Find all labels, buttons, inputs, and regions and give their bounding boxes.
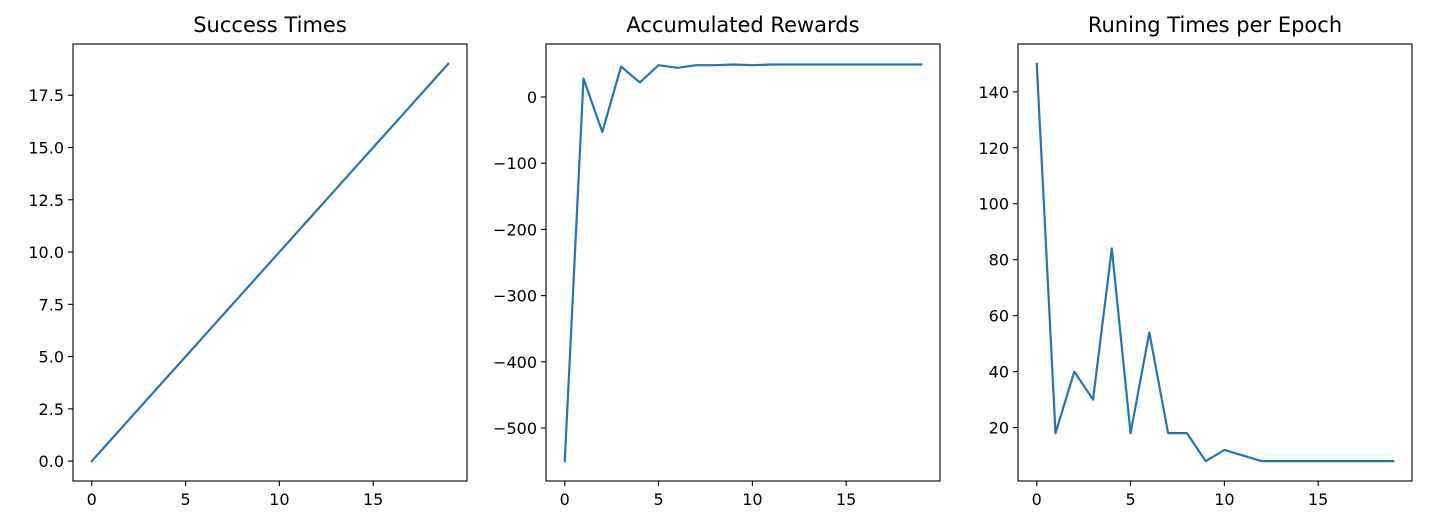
plot-frame [545,43,941,482]
y-tick-label: 17.5 [28,86,64,105]
y-tick-label: −100 [493,154,537,173]
x-tick-label: 15 [836,490,856,509]
x-tick-label: 5 [653,490,663,509]
y-tick-label: 0.0 [39,452,64,471]
chart-accumulated-rewards: Accumulated Rewards 0 5 10 15 0 −100 −200 −300 −… [493,13,941,509]
chart-success-times: Success Times 0 5 10 15 0.0 2.5 5.0 7.5 10.0 12.5… [28,13,468,509]
y-tick-label: 40 [989,363,1009,382]
chart-title: Success Times [193,13,347,37]
x-tick-label: 10 [269,490,289,509]
y-tick-label: −400 [493,353,537,372]
chart-title: Accumulated Rewards [626,13,859,37]
series-line [563,63,923,463]
y-tick-label: 100 [978,195,1009,214]
y-tick-label: 120 [978,139,1009,158]
x-tick-label: 0 [1032,490,1042,509]
y-tick-label: −500 [493,419,537,438]
x-tick-label: 15 [1308,490,1328,509]
y-tick-label: 20 [989,419,1009,438]
y-tick-label: −200 [493,220,537,239]
y-tick-label: 7.5 [39,295,64,314]
x-tick-label: 5 [1125,490,1135,509]
series-line [90,62,450,463]
x-tick-label: 15 [363,490,383,509]
y-tick-label: 2.5 [39,400,64,419]
x-tick-label: 10 [1214,490,1234,509]
y-tick-label: 5.0 [39,348,64,367]
y-tick-label: −300 [493,287,537,306]
y-tick-label: 0 [527,88,537,107]
y-tick-label: 60 [989,307,1009,326]
plot-frame [1017,43,1413,482]
y-tick-label: 12.5 [28,191,64,210]
y-tick-label: 15.0 [28,139,64,158]
y-tick-label: 10.0 [28,243,64,262]
x-tick-label: 0 [87,490,97,509]
plot-frame [72,43,468,482]
chart-title: Runing Times per Epoch [1088,13,1342,37]
x-tick-label: 5 [180,490,190,509]
y-tick-label: 80 [989,251,1009,270]
y-tick-label: 140 [978,83,1009,102]
chart-runing-times-per-epoch: Runing Times per Epoch 0 5 10 15 20 40 60 80 100… [978,13,1413,509]
x-tick-label: 0 [560,490,570,509]
series-line [1035,62,1395,463]
x-tick-label: 10 [742,490,762,509]
